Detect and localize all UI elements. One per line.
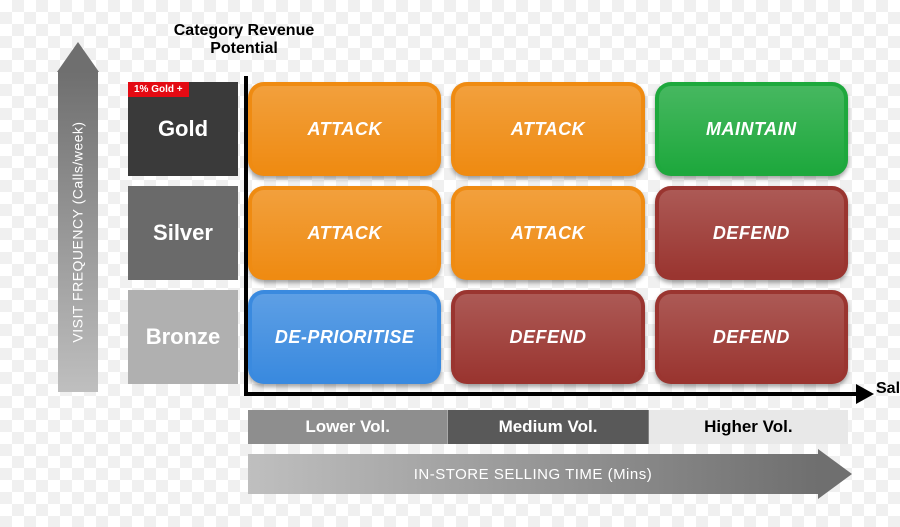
tier-text: Gold (158, 116, 208, 142)
strategy-cell: DEFEND (655, 186, 848, 280)
bottom-axis-label: IN-STORE SELLING TIME (Mins) (414, 466, 652, 483)
volume-cell: Higher Vol. (649, 410, 848, 444)
volume-label: Medium Vol. (499, 417, 598, 437)
strategy-cell-label: MAINTAIN (706, 119, 797, 140)
tier-text: Bronze (146, 324, 221, 350)
y-axis-arrowhead (57, 42, 99, 72)
volume-row: Lower Vol. Medium Vol. Higher Vol. (248, 410, 848, 444)
strategy-cell-label: DEFEND (713, 223, 790, 244)
x-axis-arrowhead (856, 384, 874, 404)
y-axis-bar: VISIT FREQUENCY (Calls/week) (58, 72, 98, 392)
volume-label: Higher Vol. (704, 417, 792, 437)
strategy-cell-label: ATTACK (308, 223, 382, 244)
strategy-cell: ATTACK (248, 186, 441, 280)
strategy-cell: DEFEND (451, 290, 644, 384)
strategy-cell-label: ATTACK (308, 119, 382, 140)
strategy-cell-label: ATTACK (511, 119, 585, 140)
strategy-cell: ATTACK (248, 82, 441, 176)
tier-label: Silver (128, 186, 238, 280)
grid-row: DE-PRIORITISE DEFEND DEFEND (248, 290, 848, 384)
strategy-cell-label: DEFEND (509, 327, 586, 348)
tier-text: Silver (153, 220, 213, 246)
tier-label: Gold 1% Gold + (128, 82, 238, 176)
grid-row: ATTACK ATTACK DEFEND (248, 186, 848, 280)
strategy-cell: DEFEND (655, 290, 848, 384)
y-axis-label: VISIT FREQUENCY (Calls/week) (70, 121, 86, 342)
volume-cell: Medium Vol. (448, 410, 648, 444)
tier-label: Bronze (128, 290, 238, 384)
strategy-cell-label: DEFEND (713, 327, 790, 348)
top-title: Category Revenue Potential (154, 22, 334, 59)
volume-label: Lower Vol. (305, 417, 390, 437)
x-axis-line (244, 392, 856, 396)
x-axis-label: Sales (876, 380, 900, 398)
tier-column: Gold 1% Gold + Silver Bronze (128, 82, 238, 394)
bottom-axis-arrowhead (818, 449, 852, 499)
strategy-cell: ATTACK (451, 186, 644, 280)
strategy-grid: ATTACKATTACKMAINTAINATTACKATTACKDEFENDDE… (248, 82, 848, 394)
strategy-cell-label: DE-PRIORITISE (275, 327, 415, 348)
strategy-cell: ATTACK (451, 82, 644, 176)
strategy-cell: MAINTAIN (655, 82, 848, 176)
volume-cell: Lower Vol. (248, 410, 448, 444)
grid-row: ATTACK ATTACK MAINTAIN (248, 82, 848, 176)
tier-badge: 1% Gold + (128, 82, 189, 97)
strategy-cell-label: ATTACK (511, 223, 585, 244)
strategy-cell: DE-PRIORITISE (248, 290, 441, 384)
bottom-axis-bar: IN-STORE SELLING TIME (Mins) (248, 454, 818, 494)
